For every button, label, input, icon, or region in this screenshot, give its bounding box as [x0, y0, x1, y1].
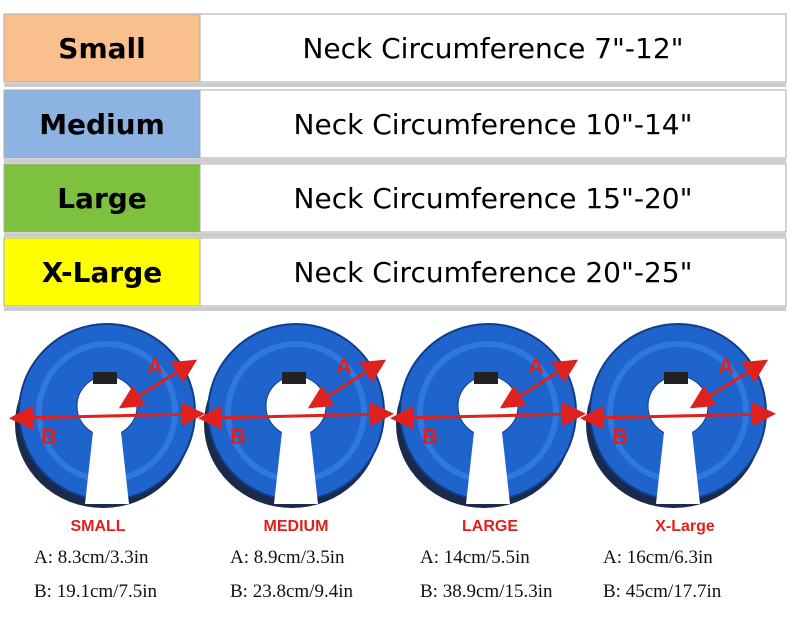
collar-hole	[647, 375, 709, 437]
marker-b: B	[612, 424, 628, 449]
spec-b: B: 19.1cm/7.5in	[34, 581, 157, 602]
measure-a	[307, 359, 387, 409]
size-cell	[3, 163, 201, 233]
size-label: Large	[57, 182, 147, 215]
neck-label: Neck Circumference 15"-20"	[294, 182, 693, 215]
product-name: SMALL	[70, 518, 125, 535]
marker-a: A	[336, 354, 352, 379]
spec-a: A: 8.9cm/3.5in	[230, 547, 345, 568]
neck-label: Neck Circumference 10"-14"	[294, 108, 693, 141]
neck-label: Neck Circumference 20"-25"	[294, 256, 693, 289]
row-divider	[4, 83, 786, 87]
row-divider	[4, 233, 786, 237]
neck-cell	[199, 13, 787, 83]
marker-a: A	[528, 354, 544, 379]
measure-a	[499, 359, 579, 409]
marker-a: A	[147, 354, 163, 379]
measure-b	[390, 402, 586, 430]
spec-a: A: 16cm/6.3in	[603, 547, 713, 568]
measure-a	[118, 359, 198, 409]
measure-b	[198, 402, 394, 430]
size-label: Small	[58, 32, 145, 65]
collar-hole	[457, 375, 519, 437]
collar-hole	[76, 375, 138, 437]
collar-slot	[85, 432, 129, 504]
collar-slot	[656, 432, 700, 504]
measure-a	[689, 359, 769, 409]
strap	[93, 372, 117, 384]
strap	[282, 372, 306, 384]
neck-cell	[199, 89, 787, 159]
marker-b: B	[230, 424, 246, 449]
product-name: LARGE	[462, 518, 518, 535]
strap	[664, 372, 688, 384]
spec-b: B: 45cm/17.7in	[603, 581, 722, 602]
neck-label: Neck Circumference 7"-12"	[302, 32, 683, 65]
product-name: X-Large	[655, 518, 715, 535]
marker-b: B	[41, 424, 57, 449]
spec-a: A: 14cm/5.5in	[420, 547, 530, 568]
size-cell	[3, 89, 201, 159]
size-label: Medium	[39, 108, 165, 141]
neck-cell	[199, 237, 787, 307]
marker-a: A	[718, 354, 734, 379]
spec-b: B: 23.8cm/9.4in	[230, 581, 353, 602]
measure-b	[9, 402, 205, 430]
spec-a: A: 8.3cm/3.3in	[34, 547, 149, 568]
strap	[474, 372, 498, 384]
spec-b: B: 38.9cm/15.3in	[420, 581, 553, 602]
collar-hole	[265, 375, 327, 437]
collar-slot	[466, 432, 510, 504]
row-divider	[4, 159, 786, 163]
size-cell	[3, 13, 201, 83]
marker-b: B	[422, 424, 438, 449]
product-name: MEDIUM	[264, 518, 329, 535]
neck-cell	[199, 163, 787, 233]
row-divider	[4, 307, 786, 311]
size-label: X-Large	[42, 256, 163, 289]
measure-b	[580, 402, 776, 430]
collar-slot	[274, 432, 318, 504]
size-cell	[3, 237, 201, 307]
